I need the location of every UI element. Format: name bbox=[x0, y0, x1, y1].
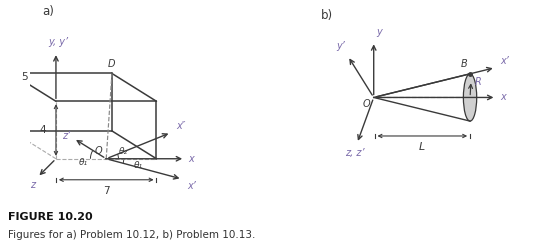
Text: B: B bbox=[461, 60, 468, 69]
Ellipse shape bbox=[463, 74, 477, 121]
Text: x″: x″ bbox=[176, 121, 185, 131]
Text: z, z’: z, z’ bbox=[346, 148, 365, 159]
Text: x: x bbox=[189, 154, 194, 164]
Text: L: L bbox=[419, 142, 425, 152]
Text: z: z bbox=[30, 180, 35, 190]
Text: x’: x’ bbox=[188, 181, 197, 190]
Text: θ₁: θ₁ bbox=[79, 158, 88, 167]
Text: θ₂: θ₂ bbox=[119, 147, 128, 156]
Text: x: x bbox=[500, 92, 506, 103]
Text: R: R bbox=[475, 77, 482, 87]
Text: O: O bbox=[94, 146, 102, 156]
Text: O: O bbox=[363, 99, 370, 109]
Text: x’: x’ bbox=[501, 56, 509, 66]
Text: y: y bbox=[376, 27, 382, 37]
Text: FIGURE 10.20: FIGURE 10.20 bbox=[8, 212, 93, 222]
Text: y, y’: y, y’ bbox=[49, 37, 68, 47]
Text: Figures for a) Problem 10.12, b) Problem 10.13.: Figures for a) Problem 10.12, b) Problem… bbox=[8, 230, 256, 240]
Text: 7: 7 bbox=[103, 186, 109, 196]
Text: a): a) bbox=[42, 5, 54, 18]
Text: z’: z’ bbox=[62, 131, 70, 141]
Text: y’: y’ bbox=[336, 41, 345, 51]
Text: 5: 5 bbox=[21, 72, 28, 82]
Text: θ₁: θ₁ bbox=[134, 161, 144, 169]
Text: D: D bbox=[107, 59, 115, 69]
Text: 4: 4 bbox=[40, 125, 46, 135]
Text: b): b) bbox=[321, 9, 333, 22]
